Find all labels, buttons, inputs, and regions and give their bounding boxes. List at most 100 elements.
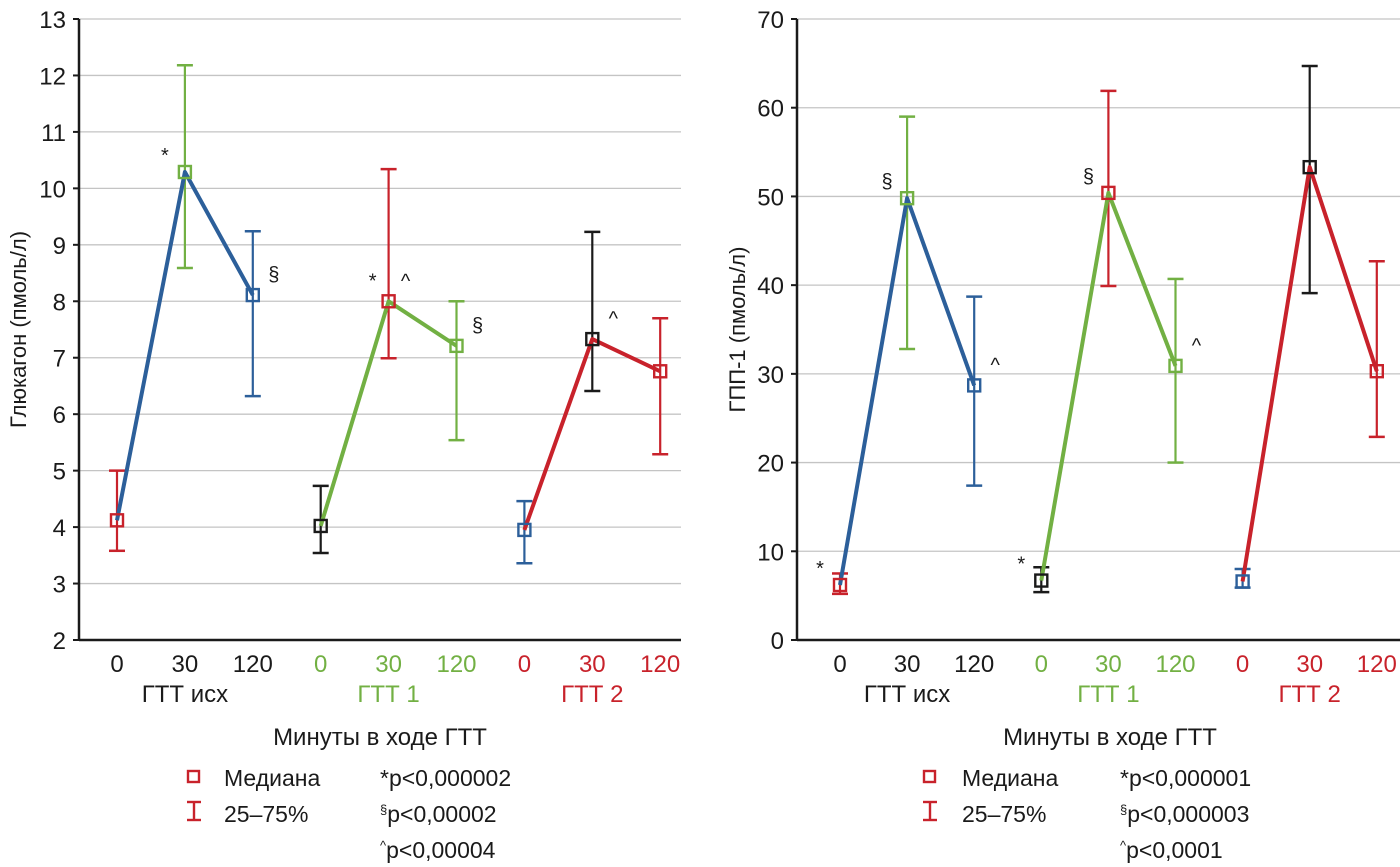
y-tick-label: 5 [53,459,66,486]
legend-pvalue: §p<0,000003 [1120,801,1249,827]
median-marker [1101,185,1116,201]
y-tick-label: 4 [53,515,66,542]
pvalue-symbol: ^ [380,838,387,853]
y-tick-label: 11 [41,120,66,147]
y-tick-label: 12 [39,63,66,90]
median-marker [313,518,328,534]
pvalue-text: p<0,000003 [1127,801,1249,827]
x-tick-label: 120 [233,651,273,678]
pvalue-text: p<0,000002 [389,765,511,791]
legend-iqr-label: 25–75% [962,801,1046,827]
x-group-label: ГТТ 2 [1279,681,1341,708]
y-tick-label: 8 [53,289,66,316]
median-marker [1369,363,1385,379]
significance-mark: § [882,171,893,193]
y-tick-label: 30 [757,362,784,389]
legend-pvalue: ^p<0,0001 [1120,837,1223,863]
y-axis-title: ГПП-1 (пмоль/л) [725,247,750,413]
pvalue-symbol: * [1120,765,1129,791]
pvalue-text: p<0,00004 [386,837,496,863]
median-marker [653,364,668,379]
median-marker [967,378,982,393]
x-tick-label: 120 [954,651,994,678]
series-line [318,299,458,527]
x-tick-label: 30 [172,651,199,678]
y-tick-label: 13 [39,7,66,34]
x-tick-label: 120 [640,651,680,678]
y-tick-label: 40 [757,273,784,300]
median-marker [832,577,848,593]
pvalue-symbol: § [380,802,387,817]
median-marker [1302,159,1317,175]
legend-pvalue: ^p<0,00004 [380,837,496,863]
x-tick-label: 30 [1296,651,1323,678]
significance-mark: ^ [609,308,619,330]
median-marker [585,331,600,347]
x-tick-label: 0 [314,651,327,678]
y-tick-label: 6 [53,402,66,429]
series-line [115,169,255,521]
median-marker [245,287,261,303]
significance-mark: * [816,558,824,580]
x-tick-label: 0 [1035,651,1048,678]
legend-median-label: Медиана [224,765,320,791]
significance-mark: § [268,264,279,286]
x-group-label: ГТТ 1 [357,681,419,708]
significance-mark: ^ [401,270,411,292]
significance-mark: § [1083,166,1094,188]
median-marker [109,513,125,528]
y-tick-label: 0 [771,628,784,655]
median-marker [1235,574,1250,589]
x-tick-label: 30 [375,651,402,678]
median-marker [517,522,532,538]
legend-median-icon [186,769,201,784]
pvalue-text: p<0,00002 [387,801,496,827]
pvalue-symbol: ^ [1120,838,1127,853]
legend-pvalue: *p<0,000002 [380,765,511,791]
y-tick-label: 7 [53,346,66,373]
x-tick-label: 30 [894,651,921,678]
pvalue-symbol: § [1120,802,1127,817]
x-group-label: ГТТ исх [142,681,228,708]
x-tick-label: 120 [436,651,476,678]
x-tick-label: 0 [110,651,123,678]
x-tick-label: 120 [1357,651,1397,678]
x-tick-label: 120 [1155,651,1195,678]
legend-median-icon [922,769,937,784]
x-group-label: ГТТ 1 [1077,681,1139,708]
x-group-label: ГТТ 2 [561,681,623,708]
y-tick-label: 70 [757,7,784,34]
y-tick-label: 10 [757,539,784,566]
y-tick-label: 3 [53,572,66,599]
y-tick-label: 9 [53,233,66,260]
x-tick-label: 30 [579,651,606,678]
pvalue-text: p<0,000001 [1129,765,1251,791]
median-marker [381,294,396,309]
y-tick-label: 20 [757,451,784,478]
series-line [838,196,977,586]
series-line [1039,190,1178,581]
x-tick-label: 0 [833,651,846,678]
glucagon-chart: 2 3 4 5 6 7 8 9 10 11 12 13 Глюкагон (пмоль/л) 0 30 120… [6,7,681,863]
legend-pvalue: §p<0,00002 [380,801,497,827]
median-marker [1168,358,1183,374]
y-tick-label: 50 [757,184,784,211]
x-axis-title: Минуты в ходе ГТТ [1003,724,1217,751]
median-marker [177,164,193,180]
y-axis-title: Глюкагон (пмоль/л) [6,231,31,428]
legend-pvalue: *p<0,000001 [1120,765,1251,791]
x-axis-title: Минуты в ходе ГТТ [273,724,487,751]
significance-mark: * [1017,554,1025,576]
median-marker [899,191,915,206]
legend-iqr-label: 25–75% [224,801,308,827]
significance-mark: ^ [991,354,1001,376]
significance-mark: * [369,270,377,292]
x-tick-label: 0 [518,651,531,678]
pvalue-symbol: * [380,765,389,791]
median-marker [1034,573,1049,588]
significance-mark: § [472,315,483,337]
pvalue-text: p<0,0001 [1126,837,1223,863]
significance-mark: * [161,145,169,167]
